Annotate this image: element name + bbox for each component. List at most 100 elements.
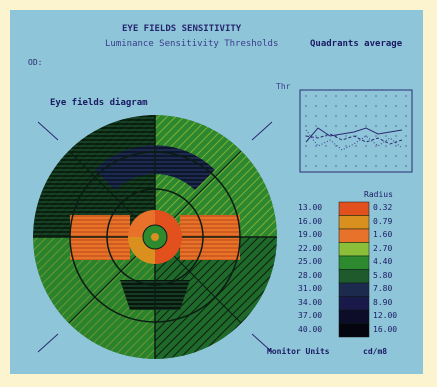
- quadrants-average-chart: [299, 89, 413, 173]
- scale-radius-value: 1.60: [373, 230, 393, 239]
- grid-dot: [385, 105, 387, 107]
- grid-dot: [345, 165, 347, 167]
- grid-dot: [395, 145, 397, 147]
- diagram-axis-tick: [251, 121, 273, 141]
- grid-dot: [305, 115, 307, 117]
- diagram-axis-tick: [37, 121, 59, 141]
- scale-value: 31.00: [298, 284, 323, 293]
- grid-dot: [315, 135, 317, 137]
- page-title: EYE FIELDS SENSITIVITY: [122, 24, 242, 34]
- grid-dot: [405, 115, 407, 117]
- scale-color-swatch: [338, 282, 370, 297]
- scale-value: 16.00: [298, 216, 323, 226]
- grid-dot: [375, 165, 377, 167]
- grid-dot: [335, 155, 337, 157]
- grid-dot: [345, 125, 347, 127]
- quadrant-series-line: [305, 133, 403, 145]
- grid-dot: [315, 145, 317, 147]
- grid-dot: [325, 145, 327, 147]
- grid-dot: [325, 95, 327, 97]
- grid-dot: [305, 105, 307, 107]
- grid-dot: [395, 155, 397, 157]
- grid-dot: [315, 155, 317, 157]
- grid-dot: [355, 105, 357, 107]
- grid-dot: [385, 135, 387, 137]
- grid-dot: [365, 155, 367, 157]
- grid-dot: [405, 125, 407, 127]
- monitor-units-label: Monitor Units: [267, 347, 330, 356]
- grid-dot: [305, 155, 307, 157]
- grid-dot: [315, 105, 317, 107]
- grid-dot: [385, 125, 387, 127]
- grid-dot: [365, 125, 367, 127]
- scale-radius-value: 4.40: [373, 257, 393, 266]
- grid-dot: [345, 115, 347, 117]
- grid-dot: [315, 95, 317, 97]
- grid-dot: [355, 125, 357, 127]
- grid-dot: [395, 125, 397, 127]
- grid-dot: [345, 135, 347, 137]
- grid-dot: [315, 115, 317, 117]
- grid-dot: [375, 125, 377, 127]
- page-subtitle: Luminance Sensitivity Thresholds: [105, 39, 279, 49]
- scale-color-swatch: [338, 215, 370, 230]
- grid-dot: [365, 135, 367, 137]
- grid-dot: [305, 145, 307, 147]
- grid-dot: [345, 155, 347, 157]
- grid-dot: [325, 105, 327, 107]
- grid-dot: [385, 155, 387, 157]
- scale-value: 40.00: [298, 324, 323, 334]
- eye-fields-graphics: [33, 89, 413, 359]
- grid-dot: [315, 125, 317, 127]
- grid-dot: [365, 145, 367, 147]
- grid-dot: [395, 165, 397, 167]
- scale-radius-value: 0.32: [373, 203, 393, 212]
- grid-dot: [375, 135, 377, 137]
- grid-dot: [325, 115, 327, 117]
- grid-dot: [405, 95, 407, 97]
- scale-color-swatch: [338, 309, 370, 324]
- grid-dot: [375, 115, 377, 117]
- sensitivity-color-scale: [338, 201, 370, 338]
- scale-value: 28.00: [298, 270, 323, 280]
- grid-dot: [345, 145, 347, 147]
- scale-radius-value: 5.80: [373, 270, 393, 280]
- grid-dot: [395, 135, 397, 137]
- grid-dot: [405, 135, 407, 137]
- grid-dot: [375, 145, 377, 147]
- scale-radius-value: 0.79: [373, 216, 393, 226]
- scale-color-swatch: [338, 255, 370, 270]
- scale-value: 25.00: [298, 257, 323, 266]
- eye-label: OD:: [28, 58, 43, 67]
- scale-value: 34.00: [298, 297, 323, 307]
- scale-radius-value: 12.00: [373, 311, 398, 320]
- grid-dot: [335, 95, 337, 97]
- grid-dot: [355, 165, 357, 167]
- grid-dot: [355, 95, 357, 97]
- grid-dot: [365, 115, 367, 117]
- grid-dot: [335, 105, 337, 107]
- scale-value: 22.00: [298, 243, 323, 253]
- quadrants-title: Quadrants average: [310, 39, 403, 49]
- grid-dot: [355, 115, 357, 117]
- grid-dot: [335, 125, 337, 127]
- eye-fields-diagram: [33, 115, 277, 359]
- grid-dot: [385, 145, 387, 147]
- grid-dot: [385, 165, 387, 167]
- grid-dot: [305, 165, 307, 167]
- grid-dot: [355, 145, 357, 147]
- grid-dot: [335, 115, 337, 117]
- grid-dot: [375, 95, 377, 97]
- grid-dot: [385, 115, 387, 117]
- eye-fields-panel: OD: EYE FIELDS SENSITIVITY Luminance Sen…: [10, 10, 423, 374]
- grid-dot: [315, 165, 317, 167]
- scale-color-swatch: [338, 269, 370, 284]
- diagram-axis-tick: [251, 333, 273, 353]
- quadrants-chart-label: Thr: [276, 82, 291, 91]
- grid-dot: [365, 105, 367, 107]
- grid-dot: [325, 165, 327, 167]
- grid-dot: [345, 105, 347, 107]
- grid-dot: [395, 95, 397, 97]
- grid-dot: [305, 95, 307, 97]
- grid-dot: [365, 165, 367, 167]
